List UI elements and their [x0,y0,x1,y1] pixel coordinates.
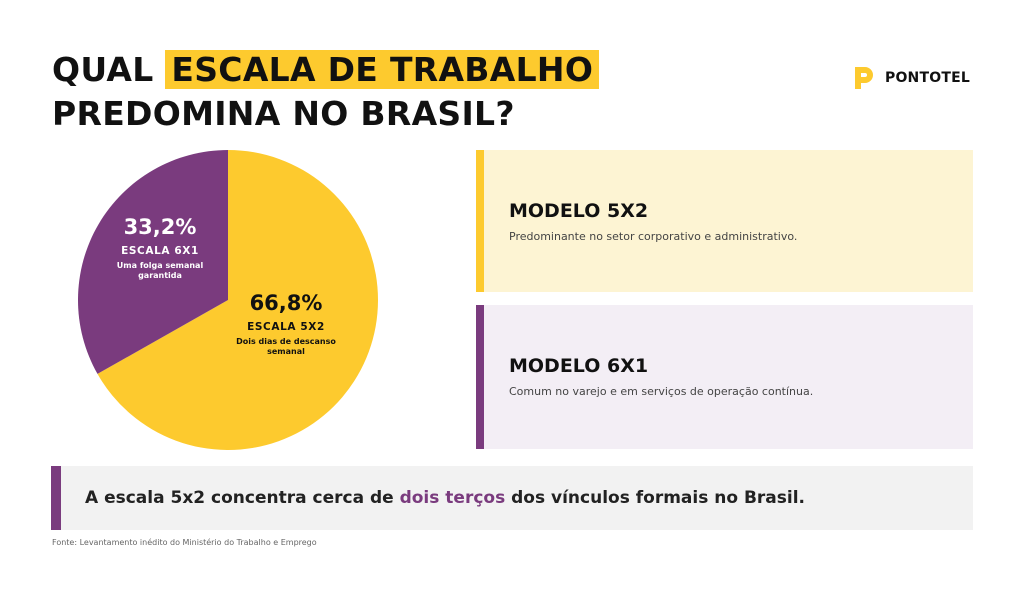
pie-percent-label: 66,8% [250,291,323,315]
pie-description: Uma folga semanal [117,261,204,270]
card-title: MODELO 5X2 [509,200,649,222]
pie-description: garantida [138,271,182,280]
title-prefix: QUAL [52,50,166,89]
key-insight-callout: A escala 5x2 concentra cerca de dois ter… [51,466,973,530]
pie-slice-6x1 [77,150,228,374]
pie-description: Dois dias de descanso [236,337,336,346]
card-modelo-6x1: MODELO 6X1 Comum no varejo e em serviços… [476,305,973,449]
pie-percent-label: 33,2% [124,215,197,239]
pie-slice-5x2 [97,150,379,451]
card-title: MODELO 6X1 [509,355,649,377]
callout-text-before: A escala 5x2 concentra cerca de [85,488,394,508]
brand-name: PONTOTEL [885,70,970,86]
callout-text-after: dos vínculos formais no Brasil. [511,488,806,508]
callout-accent: dois terços [399,488,506,508]
pie-description: semanal [267,347,305,356]
pie-series-label: ESCALA 6X1 [121,245,199,257]
page-title: QUAL ESCALA DE TRABALHO PREDOMINA NO BRA… [52,48,600,136]
card-modelo-5x2: MODELO 5X2 Predominante no setor corpora… [476,150,973,292]
card-description: Comum no varejo e em serviços de operaçã… [509,385,814,398]
title-highlight: ESCALA DE TRABALHO [165,50,600,89]
brand-logo: PONTOTEL [852,64,970,92]
pontotel-logo-icon [855,67,873,89]
card-description: Predominante no setor corporativo e admi… [509,230,798,243]
pie-chart: 66,8% ESCALA 5X2 Dois dias de descansosema… [77,150,379,451]
title-line-1: QUAL ESCALA DE TRABALHO [52,48,600,92]
title-line-2: PREDOMINA NO BRASIL? [52,94,515,133]
source-note: Fonte: Levantamento inédito do Ministéri… [52,538,317,547]
pie-series-label: ESCALA 5X2 [247,321,325,333]
